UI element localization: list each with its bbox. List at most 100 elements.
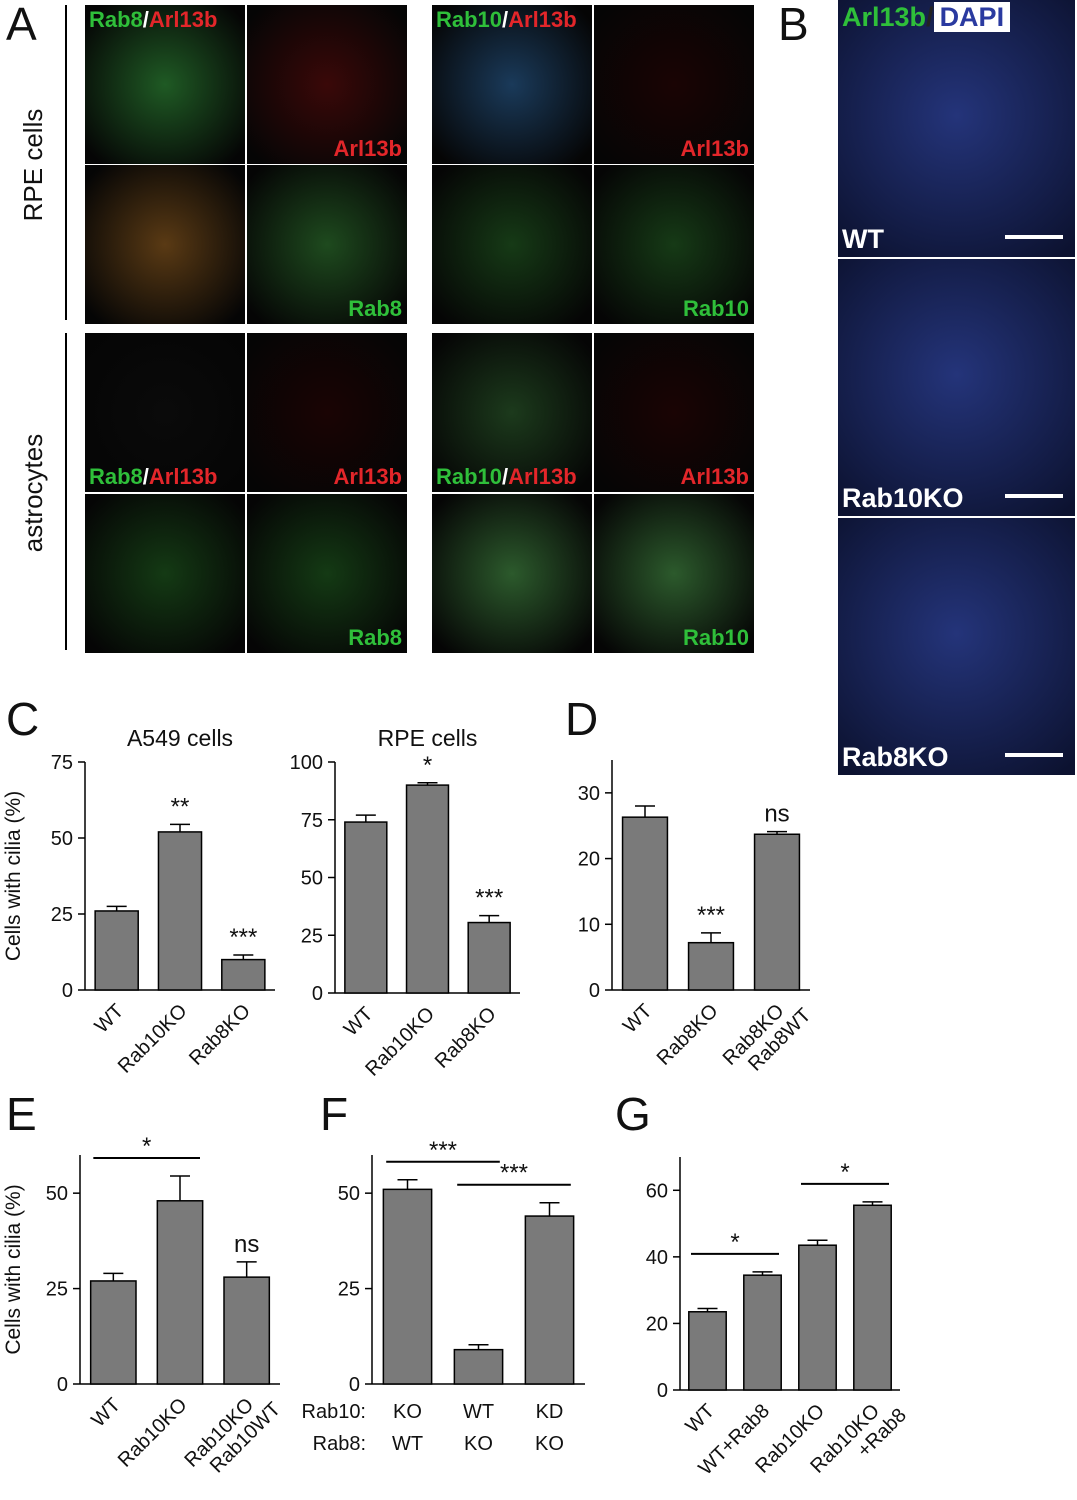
scale-bar bbox=[1005, 235, 1063, 239]
y-tick-label: 0 bbox=[657, 1380, 668, 1402]
row-name: Rab8: bbox=[313, 1433, 366, 1455]
tile-label: Rab8KO bbox=[842, 742, 949, 773]
bracket-label: * bbox=[730, 1229, 739, 1256]
label-part: / bbox=[142, 7, 149, 32]
label-part: Rab8 bbox=[348, 296, 402, 321]
panel-letter: D bbox=[565, 693, 598, 745]
bar bbox=[743, 1274, 782, 1391]
micrograph bbox=[432, 165, 592, 324]
tile-label: Rab10 bbox=[683, 625, 749, 651]
label-part: Rab8 bbox=[89, 464, 143, 489]
x-tick-label: Rab10KORab10WT bbox=[181, 1383, 286, 1488]
bar bbox=[382, 1188, 433, 1385]
bar bbox=[798, 1244, 837, 1391]
label-part: Rab10 bbox=[682, 625, 749, 650]
label-part: DAPI bbox=[933, 2, 1011, 32]
micrograph bbox=[85, 494, 245, 653]
y-tick-label: 25 bbox=[301, 925, 323, 947]
significance: *** bbox=[697, 902, 725, 929]
label-part: Arl13b bbox=[333, 464, 402, 489]
tile-label: Rab10KO bbox=[842, 483, 964, 514]
x-tick-label: WT bbox=[340, 1003, 378, 1041]
significance: * bbox=[423, 752, 432, 779]
x-tick-label: Rab8KO bbox=[185, 1000, 255, 1070]
bar bbox=[89, 1280, 137, 1385]
micrograph: Rab10 bbox=[594, 494, 754, 653]
x-tick-label: Rab8KO bbox=[653, 1000, 723, 1070]
y-tick-label: 30 bbox=[578, 783, 600, 805]
bar bbox=[688, 1311, 727, 1391]
tile-label: Rab8/Arl13b bbox=[89, 7, 217, 33]
label-part: Arl13b bbox=[842, 2, 927, 32]
y-tick-label: 50 bbox=[46, 1183, 68, 1205]
tile-label: Arl13b bbox=[334, 136, 402, 162]
label-part: / bbox=[502, 464, 509, 489]
label-part: / bbox=[142, 464, 149, 489]
y-tick-label: 50 bbox=[338, 1183, 360, 1205]
tile-label: Rab10/Arl13b bbox=[436, 464, 577, 490]
x-tick-label: WT bbox=[87, 1394, 125, 1432]
x-tick-label: Rab8KO bbox=[431, 1003, 501, 1073]
significance: ns bbox=[234, 1231, 259, 1258]
bar bbox=[94, 910, 139, 991]
row-name: Rab10: bbox=[302, 1401, 367, 1423]
x-tick-label: KO bbox=[393, 1401, 422, 1423]
bar bbox=[453, 1348, 504, 1385]
panel-letter: A bbox=[6, 0, 37, 50]
y-tick-label: 0 bbox=[349, 1374, 360, 1396]
label-part: Rab8 bbox=[89, 7, 143, 32]
bar bbox=[687, 941, 735, 991]
label-part: Rab10KO bbox=[842, 483, 964, 513]
y-tick-label: 75 bbox=[51, 752, 73, 774]
bar bbox=[156, 1200, 204, 1385]
micrograph: Rab8 bbox=[247, 494, 407, 653]
tile-label: Arl13b bbox=[334, 464, 402, 490]
tile-label: Rab8 bbox=[348, 296, 402, 322]
micrograph bbox=[432, 494, 592, 653]
row-label: astrocytes bbox=[18, 434, 48, 553]
label-part: Arl13b bbox=[333, 136, 402, 161]
bar bbox=[405, 784, 450, 994]
y-tick-label: 0 bbox=[62, 980, 73, 1002]
bracket-label: *** bbox=[429, 1137, 457, 1164]
micrograph: Rab8/Arl13b bbox=[85, 333, 245, 492]
micrograph: Rab8/Arl13b bbox=[85, 5, 245, 164]
x-tick-label: Rab10KO bbox=[114, 1394, 192, 1472]
tile-label: Rab8/Arl13b bbox=[89, 464, 217, 490]
label-part: Rab8KO bbox=[842, 742, 949, 772]
scale-bar bbox=[1005, 753, 1063, 757]
label-part: Arl13b bbox=[508, 7, 577, 32]
micrograph bbox=[85, 165, 245, 324]
x-tick-label: KD bbox=[536, 1401, 564, 1423]
label-part: Rab8 bbox=[348, 625, 402, 650]
bracket-label: * bbox=[142, 1133, 151, 1160]
y-tick-label: 20 bbox=[578, 849, 600, 871]
y-axis-label: Cells with cilia (%) bbox=[2, 1184, 25, 1354]
y-tick-label: 40 bbox=[646, 1247, 668, 1269]
bar bbox=[223, 1276, 271, 1385]
x-tick-label: Rab8KORab8WT bbox=[719, 989, 816, 1086]
significance: ** bbox=[171, 793, 190, 820]
y-tick-label: 60 bbox=[646, 1180, 668, 1202]
label-part: Arl13b bbox=[508, 464, 577, 489]
x-tick-label: WT bbox=[619, 1000, 657, 1038]
tile-label: Arl13b bbox=[681, 136, 749, 162]
row-label: RPE cells bbox=[18, 109, 48, 222]
micrograph: Rab8 bbox=[247, 165, 407, 324]
x-tick-label: KO bbox=[464, 1433, 493, 1455]
bracket-label: *** bbox=[500, 1160, 528, 1187]
tile-label: Arl13b bbox=[681, 464, 749, 490]
tile-label: WT bbox=[842, 224, 884, 255]
y-tick-label: 100 bbox=[290, 752, 323, 774]
label-part: Rab10 bbox=[682, 296, 749, 321]
chart-title: A549 cells bbox=[127, 725, 233, 751]
y-tick-label: 0 bbox=[589, 980, 600, 1002]
y-tick-label: 0 bbox=[57, 1374, 68, 1396]
micrograph: Arl13b bbox=[594, 333, 754, 492]
label-part: WT bbox=[842, 224, 884, 254]
y-tick-label: 50 bbox=[301, 868, 323, 890]
panel-letter: G bbox=[615, 1088, 651, 1140]
micrograph: Arl13b bbox=[594, 5, 754, 164]
label-part: Arl13b bbox=[680, 136, 749, 161]
